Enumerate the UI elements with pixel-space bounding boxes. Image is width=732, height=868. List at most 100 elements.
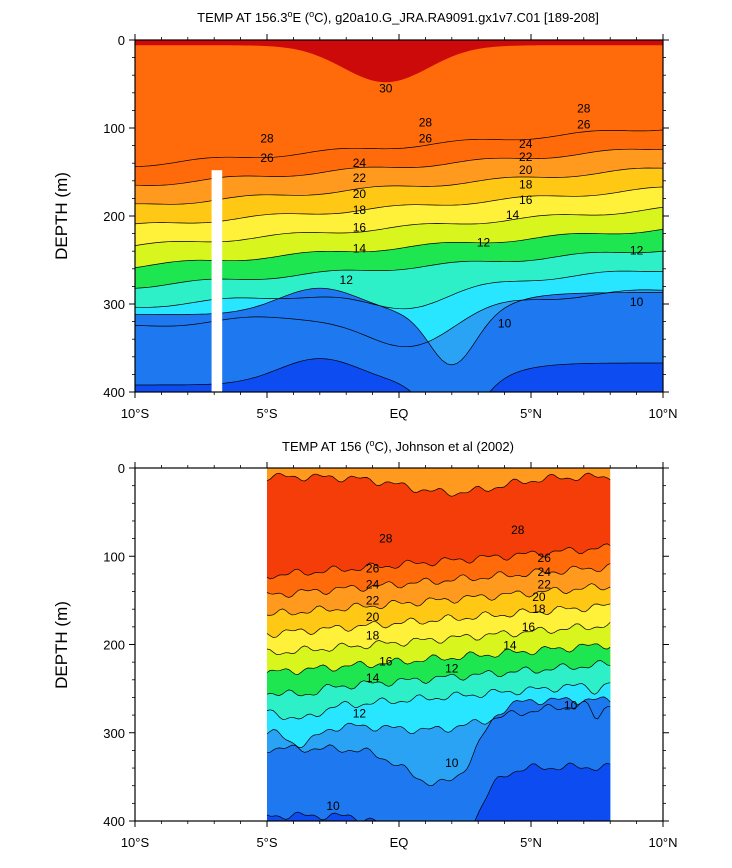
isotherm-label-16: 16 xyxy=(519,193,533,207)
band-below-8 xyxy=(135,358,663,392)
isotherm-label-20: 20 xyxy=(532,590,546,604)
isotherm-22 xyxy=(266,603,611,638)
isotherm-label-16: 16 xyxy=(522,620,536,634)
isotherm-16 xyxy=(266,660,611,697)
band-below-8 xyxy=(267,762,611,821)
isotherm-18 xyxy=(135,228,663,268)
isotherm-label-26: 26 xyxy=(260,151,274,165)
band-below-10 xyxy=(135,288,663,392)
isotherm-label-20: 20 xyxy=(519,163,533,177)
missing-data-band xyxy=(211,170,223,392)
isotherm-8 xyxy=(135,358,663,392)
isotherm-16 xyxy=(135,250,663,289)
isotherm-label-12: 12 xyxy=(445,661,459,675)
isotherm-24 xyxy=(135,167,663,205)
y-tick-label: 300 xyxy=(103,726,125,741)
panel-observations: TEMP AT 156 (oC), Johnson et al (2002) 2… xyxy=(52,438,678,850)
isotherm-20 xyxy=(266,622,611,656)
isotherm-label-22: 22 xyxy=(538,578,552,592)
isotherm-label-18: 18 xyxy=(532,602,546,616)
isotherm-label-10: 10 xyxy=(498,316,512,330)
isotherm-label-14: 14 xyxy=(353,242,367,256)
isotherm-label-28: 28 xyxy=(419,116,433,130)
isotherm-label-12: 12 xyxy=(477,235,491,249)
axes: 0 100 200 300 400 10°S 5°S EQ 5°N 10°N xyxy=(103,461,677,850)
temperature-fill xyxy=(135,40,663,392)
isotherm-label-24: 24 xyxy=(538,565,552,579)
y-tick-label: 200 xyxy=(103,638,125,653)
isotherm-22 xyxy=(135,186,663,225)
isotherm-label-14: 14 xyxy=(503,638,517,652)
isotherm-10 xyxy=(266,696,611,787)
isotherm-label-16: 16 xyxy=(379,654,393,668)
isotherm-label-28: 28 xyxy=(511,523,525,537)
isotherm-label-28: 28 xyxy=(577,102,591,116)
isotherm-label-28: 28 xyxy=(379,532,393,546)
isotherm-label-26: 26 xyxy=(419,132,433,146)
isotherm-10 xyxy=(135,287,663,366)
isotherm-20 xyxy=(135,206,663,246)
x-tick-label: 10°N xyxy=(648,406,677,421)
y-tick-label: 300 xyxy=(103,297,125,312)
isotherm-label-20: 20 xyxy=(353,187,367,201)
isotherm-label-22: 22 xyxy=(366,593,380,607)
isotherm-24 xyxy=(266,583,611,616)
isotherm-label-30: 30 xyxy=(379,81,393,95)
y-tick-label: 0 xyxy=(118,461,125,476)
y-axis-label: DEPTH (m) xyxy=(52,172,71,260)
isotherm-label-18: 18 xyxy=(353,203,367,217)
x-tick-label: 5°N xyxy=(520,406,542,421)
temperature-fill xyxy=(267,468,611,821)
isotherm-label-14: 14 xyxy=(366,671,380,685)
isotherm-label-24: 24 xyxy=(519,137,533,151)
x-tick-label: EQ xyxy=(390,835,409,850)
isotherm-label-26: 26 xyxy=(366,562,380,576)
panel-2-title: TEMP AT 156 (oC), Johnson et al (2002) xyxy=(282,438,514,454)
isotherm-30 xyxy=(266,472,611,497)
isotherm-14 xyxy=(135,270,663,310)
isotherm-label-26: 26 xyxy=(577,118,591,132)
isotherm-label-10: 10 xyxy=(326,799,340,813)
x-tick-label: 10°S xyxy=(121,835,150,850)
panel-1-title: TEMP AT 156.3oE (oC), g20a10.G_JRA.RA909… xyxy=(197,9,599,25)
isotherm-8 xyxy=(266,762,611,821)
isotherm-labels: 3028282826262624242222202018181616141412… xyxy=(260,81,643,330)
isotherm-12 xyxy=(135,289,663,348)
x-tick-label: 10°S xyxy=(121,406,150,421)
isotherm-28 xyxy=(266,543,611,580)
x-tick-label: EQ xyxy=(390,406,409,421)
isotherm-12 xyxy=(266,700,611,749)
y-tick-label: 100 xyxy=(103,549,125,564)
isotherm-label-10: 10 xyxy=(630,295,644,309)
isotherm-label-12: 12 xyxy=(630,243,644,257)
y-tick-label: 200 xyxy=(103,209,125,224)
isotherm-label-14: 14 xyxy=(506,208,520,222)
isotherm-26 xyxy=(135,148,663,186)
axes: 0 100 200 300 400 10°S 5°S EQ 5°N 10°N xyxy=(103,33,677,421)
isotherm-label-10: 10 xyxy=(564,698,578,712)
isotherm-label-18: 18 xyxy=(366,629,380,643)
isotherm-label-28: 28 xyxy=(260,132,274,146)
isotherm-label-10: 10 xyxy=(445,756,459,770)
isotherm-label-12: 12 xyxy=(340,273,354,287)
isotherm-lines xyxy=(135,129,663,392)
x-tick-label: 5°S xyxy=(256,835,277,850)
y-tick-label: 0 xyxy=(118,33,125,48)
band-30 xyxy=(135,40,663,83)
y-tick-label: 100 xyxy=(103,121,125,136)
panel-model: TEMP AT 156.3oE (oC), g20a10.G_JRA.RA909… xyxy=(52,9,678,421)
isotherm-labels: 2828262624242222202018181616141412121010… xyxy=(326,523,577,813)
isotherm-label-18: 18 xyxy=(519,177,533,191)
isotherm-label-20: 20 xyxy=(366,610,380,624)
isotherm-28 xyxy=(135,129,663,167)
y-tick-label: 400 xyxy=(103,814,125,829)
isotherm-label-26: 26 xyxy=(538,551,552,565)
isotherm-14 xyxy=(266,682,611,720)
x-tick-label: 5°S xyxy=(256,406,277,421)
isotherm-lines xyxy=(266,472,611,821)
isotherm-label-16: 16 xyxy=(353,220,367,234)
isotherm-label-24: 24 xyxy=(353,156,367,170)
x-tick-label: 5°N xyxy=(520,835,542,850)
x-tick-label: 10°N xyxy=(648,835,677,850)
